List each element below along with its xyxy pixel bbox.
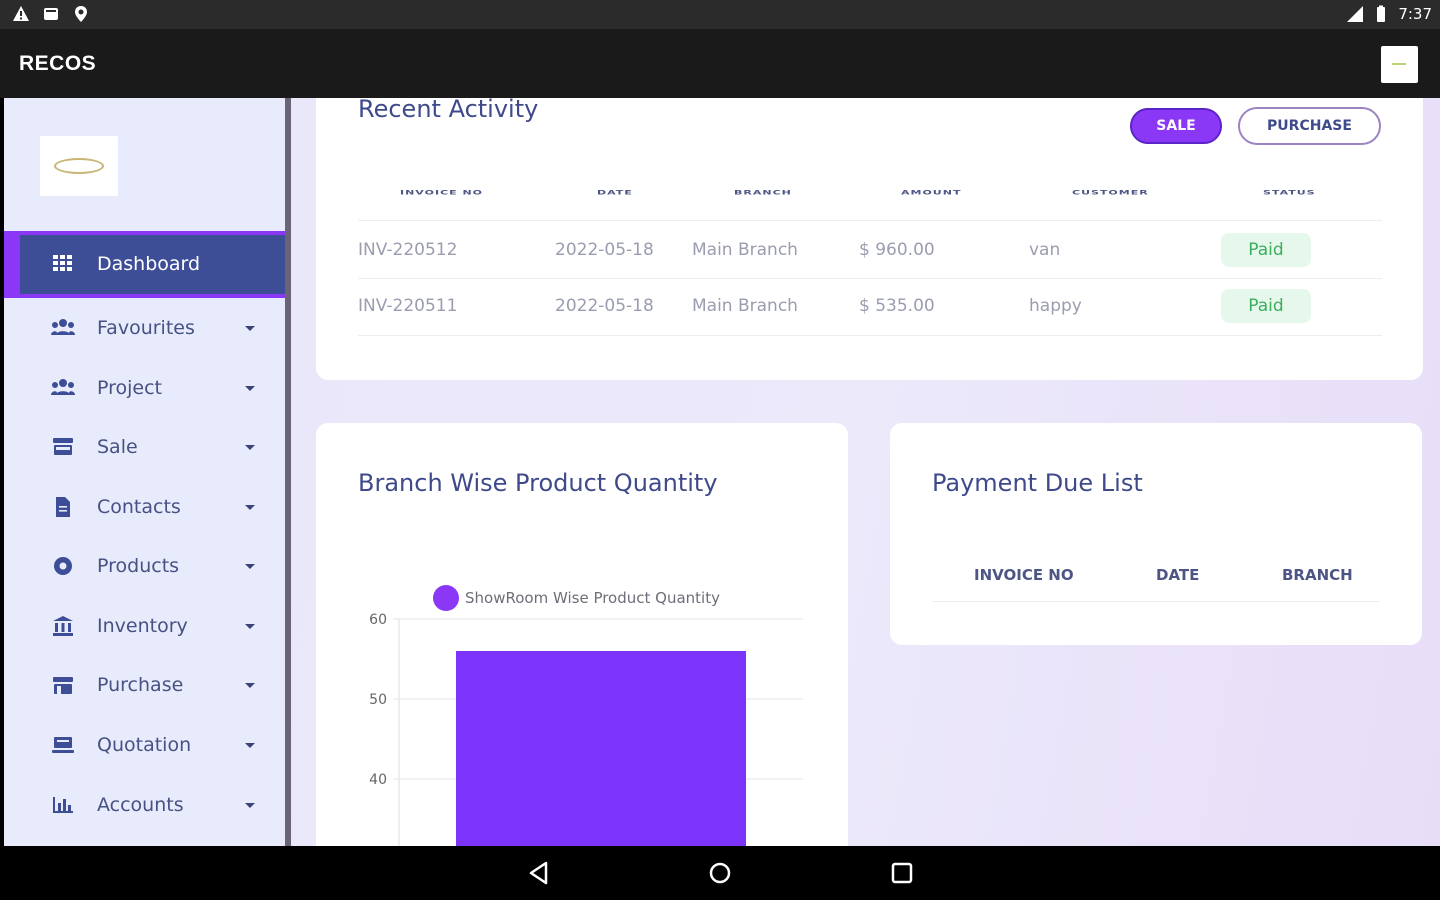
y-tick-label: 60 [369,612,387,628]
profile-avatar[interactable] [1381,46,1418,83]
recents-icon[interactable] [889,860,915,886]
recent-activity-title: Recent Activity [358,98,539,123]
product-icon [54,557,72,575]
recent-activity-card: Recent Activity SALE PURCHASE INVOICE NO… [316,98,1423,380]
keyboard-icon [52,737,74,753]
column-header-date: DATE [1156,566,1200,584]
chart-legend[interactable]: ShowRoom Wise Product Quantity [433,585,720,611]
sidebar-item-label: Inventory [97,615,188,637]
column-header-invoice: INVOICE NO [974,566,1074,584]
sidebar: Dashboard Favourites Project Sale Contac… [4,98,285,846]
legend-label: ShowRoom Wise Product Quantity [465,589,720,607]
cell-amount: $ 535.00 [859,296,935,316]
bar-chart-icon [53,797,73,813]
sidebar-item-project[interactable]: Project [4,363,285,413]
location-icon [75,6,87,22]
cell-invoice: INV-220512 [358,240,458,260]
document-icon [56,497,70,517]
chevron-down-icon [245,682,255,688]
bank-icon [53,616,73,636]
sidebar-item-label: Dashboard [97,253,201,275]
sidebar-item-label: Favourites [97,317,195,339]
grid-icon [53,255,72,271]
sidebar-item-label: Products [97,555,180,577]
app-title: RECOS [19,52,97,75]
main-content: Recent Activity SALE PURCHASE INVOICE NO… [291,98,1440,846]
payment-due-card: Payment Due List INVOICE NO DATE BRANCH [890,423,1422,645]
y-tick-label: 40 [369,772,387,788]
chevron-down-icon [245,742,255,748]
gallery-icon [44,8,58,20]
sidebar-item-label: Project [97,377,163,399]
status-bar: 7:37 [0,0,1440,29]
status-badge: Paid [1221,233,1311,267]
sidebar-item-sale[interactable]: Sale [4,422,285,472]
table-divider [358,220,1382,221]
cell-date: 2022-05-18 [555,296,654,316]
payment-due-title: Payment Due List [932,469,1143,497]
company-logo [40,136,118,196]
sidebar-item-label: Quotation [97,734,192,756]
cell-invoice: INV-220511 [358,296,458,316]
users-icon [51,319,75,335]
sale-button[interactable]: SALE [1130,108,1222,144]
cell-customer: van [1029,240,1061,260]
column-header-invoice: INVOICE NO [400,189,484,197]
table-divider [358,278,1382,279]
sidebar-item-inventory[interactable]: Inventory [4,601,285,651]
sidebar-item-purchase[interactable]: Purchase [4,660,285,710]
system-nav-bar [0,846,1440,900]
column-header-amount: AMOUNT [901,189,962,197]
sidebar-item-dashboard[interactable]: Dashboard [4,239,285,289]
sidebar-item-label: Purchase [97,674,184,696]
sidebar-item-quotation[interactable]: Quotation [4,720,285,770]
sidebar-item-products[interactable]: Products [4,541,285,591]
column-header-branch: BRANCH [734,189,792,197]
cell-customer: happy [1029,296,1082,316]
legend-swatch [433,585,459,611]
sidebar-divider [285,98,291,846]
column-header-date: DATE [597,189,633,197]
chart-bar[interactable] [456,651,746,846]
app-bar: RECOS [0,29,1440,98]
cell-date: 2022-05-18 [555,240,654,260]
y-tick-label: 50 [369,692,387,708]
signal-icon [1347,6,1364,22]
sidebar-item-label: Sale [97,436,138,458]
column-header-branch: BRANCH [1282,566,1353,584]
table-divider [358,335,1382,336]
chevron-down-icon [245,623,255,629]
chevron-down-icon [245,444,255,450]
column-header-customer: CUSTOMER [1072,189,1149,197]
users-icon [51,379,75,395]
cart-icon [53,677,73,694]
cell-branch: Main Branch [692,240,798,260]
table-divider [932,601,1380,602]
sidebar-item-label: Accounts [97,794,184,816]
sidebar-item-contacts[interactable]: Contacts [4,482,285,532]
cell-branch: Main Branch [692,296,798,316]
back-icon[interactable] [526,860,552,886]
branch-chart-title: Branch Wise Product Quantity [358,469,718,497]
sidebar-item-favourites[interactable]: Favourites [4,303,285,353]
chevron-down-icon [245,563,255,569]
battery-icon [1377,5,1386,22]
chevron-down-icon [245,325,255,331]
sidebar-item-dashboard-highlight [4,231,285,298]
branch-chart-card: Branch Wise Product Quantity ShowRoom Wi… [316,423,848,846]
status-badge: Paid [1221,289,1311,323]
chevron-down-icon [245,802,255,808]
warning-icon [13,6,29,21]
chevron-down-icon [245,504,255,510]
sidebar-item-label: Contacts [97,496,181,518]
home-icon[interactable] [707,860,733,886]
chevron-down-icon [245,385,255,391]
branch-chart: 60 50 40 [369,612,803,846]
column-header-status: STATUS [1263,189,1316,197]
clock: 7:37 [1398,5,1432,23]
cell-amount: $ 960.00 [859,240,935,260]
store-icon [53,438,73,455]
purchase-button[interactable]: PURCHASE [1238,107,1381,145]
sidebar-item-accounts[interactable]: Accounts [4,780,285,830]
